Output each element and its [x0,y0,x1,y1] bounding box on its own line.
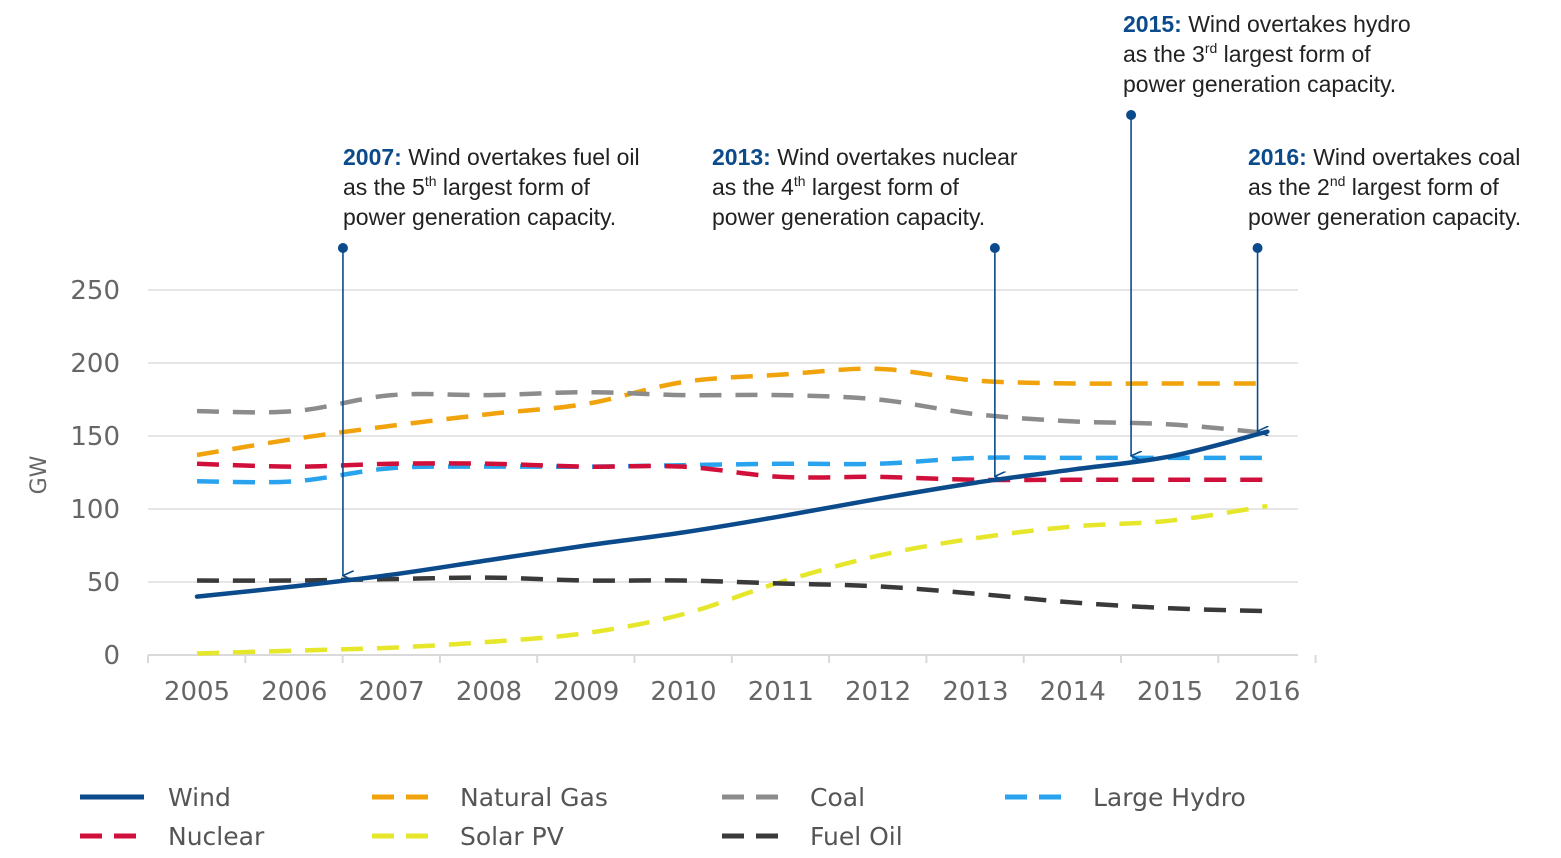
annotation-line: power generation capacity. [343,204,616,230]
annotation-text: Wind overtakes nuclear [771,144,1018,170]
x-tick-label: 2015 [1137,677,1203,707]
gridlines [148,289,1298,656]
annotation-superscript: th [425,173,437,189]
legend-item-coal: Coal [722,783,865,812]
annotation-line: 2013: Wind overtakes nuclear [712,144,1018,170]
annotation-year: 2015: [1123,11,1182,37]
annotation-superscript: th [794,173,806,189]
series-line-solar-pv [196,503,1268,656]
series-line-fuel-oil [196,575,1268,614]
x-tick-label: 2014 [1040,677,1106,707]
annotation-superscript: rd [1205,40,1217,56]
legend-item-solar-pv: Solar PV [372,822,564,851]
x-axis: 2005 2006 2007 2008 2009 2010 2011 2012 2013 2014… [147,655,1317,707]
series-line-natural-gas [196,366,1268,458]
series-line-nuclear [196,461,1268,483]
legend: Wind Natural Gas Coal Large Hydro Nuclear Sol… [80,783,1246,851]
series-line-coal [196,389,1268,436]
x-tick-label: 2005 [164,677,230,707]
annotation-text: as the 3 [1123,41,1205,67]
x-tick-label: 2012 [845,677,911,707]
legend-label: Solar PV [460,822,564,851]
legend-item-nuclear: Nuclear [80,822,265,851]
y-tick-label: 150 [70,422,120,452]
annotation-2013: 2013: Wind overtakes nuclear as the 4th l… [712,144,1018,476]
series-lines [194,366,1270,656]
x-tick-label: 2013 [942,677,1008,707]
annotation-line: as the 3rd largest form of [1123,40,1371,67]
series-line-large-hydro [196,455,1268,485]
legend-label: Natural Gas [460,783,608,812]
legend-item-natural-gas: Natural Gas [372,783,608,812]
annotation-year: 2016: [1248,144,1307,170]
y-axis-label: GW [27,455,52,494]
annotation-text: largest form of [1217,41,1371,67]
annotation-text: as the 2 [1248,174,1330,200]
x-tick-label: 2008 [456,677,522,707]
annotation-line: as the 2nd largest form of [1248,173,1499,200]
legend-label: Wind [168,783,231,812]
legend-label: Coal [810,783,865,812]
x-tick-label: 2016 [1234,677,1300,707]
legend-item-large-hydro: Large Hydro [1005,783,1246,812]
annotation-2007: 2007: Wind overtakes fuel oil as the 5th … [337,144,640,576]
annotation-line: as the 5th largest form of [343,173,591,200]
annotation-text: largest form of [806,174,960,200]
y-tick-label: 0 [103,641,120,671]
y-tick-label: 200 [70,349,120,379]
legend-label: Nuclear [168,822,265,851]
annotation-line: 2016: Wind overtakes coal [1248,144,1520,170]
x-tick-label: 2007 [359,677,425,707]
annotation-superscript: nd [1330,173,1346,189]
annotation-line: power generation capacity. [1248,204,1521,230]
annotation-text: largest form of [1345,174,1499,200]
legend-item-fuel-oil: Fuel Oil [722,822,903,851]
annotation-2015: 2015: Wind overtakes hydro as the 3rd lar… [1123,11,1411,456]
annotation-line: power generation capacity. [712,204,985,230]
y-tick-label: 50 [87,568,120,598]
legend-label: Fuel Oil [810,822,903,851]
x-tick-label: 2006 [261,677,327,707]
x-tick-label: 2011 [748,677,814,707]
annotation-year: 2013: [712,144,771,170]
annotation-line: 2007: Wind overtakes fuel oil [343,144,640,170]
annotation-text: Wind overtakes fuel oil [402,144,640,170]
x-tick-label: 2010 [650,677,716,707]
legend-item-wind: Wind [80,783,231,812]
annotation-text: largest form of [437,174,591,200]
annotation-line: power generation capacity. [1123,71,1396,97]
annotation-line: 2015: Wind overtakes hydro [1123,11,1411,37]
y-tick-label: 250 [70,276,120,306]
annotation-text: Wind overtakes coal [1307,144,1520,170]
annotation-text: as the 4 [712,174,794,200]
annotation-text: Wind overtakes hydro [1182,11,1411,37]
annotation-2016: 2016: Wind overtakes coal as the 2nd larg… [1248,144,1521,431]
legend-label: Large Hydro [1093,783,1246,812]
series-line-wind [194,429,1270,599]
annotation-line: as the 4th largest form of [712,173,960,200]
y-tick-label: 100 [70,495,120,525]
y-axis: 0 50 100 150 200 250 [70,276,120,671]
annotations: 2007: Wind overtakes fuel oil as the 5th … [337,11,1521,576]
annotation-year: 2007: [343,144,402,170]
x-tick-label: 2009 [553,677,619,707]
annotation-text: as the 5 [343,174,425,200]
